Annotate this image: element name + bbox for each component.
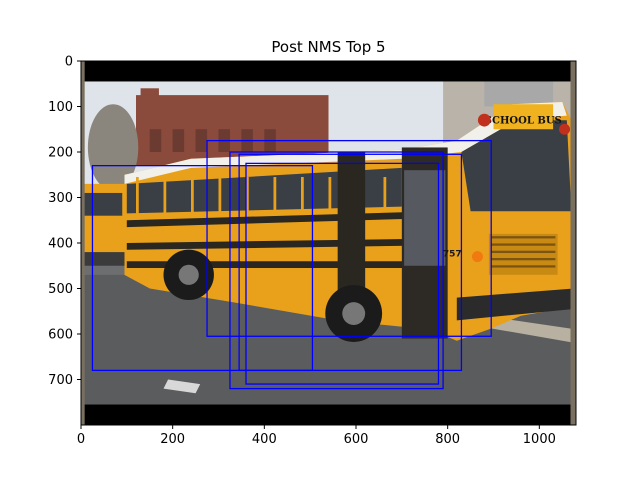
roof-light bbox=[477, 113, 491, 127]
y-tick-label: 500 bbox=[48, 282, 73, 297]
grill-slat bbox=[491, 236, 556, 239]
window-pillar bbox=[301, 177, 304, 214]
x-tick-label: 600 bbox=[344, 432, 369, 447]
letterbox-top bbox=[81, 61, 576, 82]
headlight bbox=[471, 251, 483, 263]
window-pillar bbox=[163, 177, 167, 214]
tree bbox=[87, 104, 139, 191]
wheel-hub bbox=[342, 302, 366, 325]
y-tick-label: 600 bbox=[48, 328, 73, 343]
bus-number-text: 757 bbox=[443, 250, 462, 260]
detection-box-5 bbox=[245, 162, 440, 385]
door-glass bbox=[404, 170, 446, 266]
window-pillar bbox=[218, 177, 222, 214]
front-bumper bbox=[456, 288, 574, 321]
building-window bbox=[149, 129, 162, 152]
right-building-window bbox=[484, 81, 554, 107]
detection-box-1 bbox=[91, 164, 314, 372]
building-window bbox=[195, 129, 208, 152]
roof-light bbox=[559, 123, 571, 135]
window-pillar bbox=[328, 177, 332, 214]
bus-windows bbox=[126, 167, 402, 214]
y-tick-label: 700 bbox=[48, 373, 73, 388]
building-window bbox=[172, 129, 185, 152]
detection-box-4 bbox=[238, 153, 463, 372]
x-tick-label: 400 bbox=[252, 432, 277, 447]
x-tick-label: 800 bbox=[435, 432, 460, 447]
chart-title: Post NMS Top 5 bbox=[271, 38, 385, 56]
window-pillar bbox=[273, 177, 277, 214]
axes: 0 200 400 600 800 1000 0 100 200 300 400 500 600 700 bbox=[48, 55, 577, 447]
detection-boxes bbox=[91, 139, 492, 390]
detection-box-3 bbox=[229, 151, 444, 390]
detection-box-2 bbox=[206, 139, 492, 337]
bus-roof bbox=[124, 102, 567, 184]
road-marking bbox=[163, 379, 201, 394]
front-grill bbox=[488, 233, 558, 275]
window-pillar bbox=[246, 177, 249, 214]
y-tick-label: 300 bbox=[48, 191, 73, 206]
left-bus-window bbox=[81, 192, 123, 216]
chimney bbox=[140, 88, 159, 116]
y-tick-label: 400 bbox=[48, 237, 73, 252]
road-marking bbox=[484, 315, 576, 344]
frame-right bbox=[570, 61, 576, 425]
x-tick-label: 200 bbox=[160, 432, 185, 447]
grill-slat bbox=[491, 265, 556, 268]
school-bus-sign bbox=[493, 104, 554, 130]
x-tick-label: 1000 bbox=[523, 432, 556, 447]
left-bus-bumper bbox=[81, 252, 127, 266]
grill-slat bbox=[491, 243, 556, 246]
frame-left bbox=[81, 61, 85, 425]
y-tick-label: 0 bbox=[65, 55, 73, 70]
window-pillar bbox=[136, 177, 139, 214]
y-tick-label: 100 bbox=[48, 100, 73, 115]
x-tick-label: 0 bbox=[77, 432, 85, 447]
y-tick-label: 200 bbox=[48, 146, 73, 161]
grill-slat bbox=[491, 250, 556, 254]
wheel-hub bbox=[178, 264, 199, 285]
window-pillar bbox=[191, 177, 194, 214]
windshield bbox=[461, 120, 572, 212]
letterbox-bottom bbox=[81, 404, 576, 425]
grill-slat bbox=[491, 258, 556, 261]
chimney bbox=[195, 97, 210, 112]
window-pillar bbox=[383, 177, 387, 214]
school-bus-sign-text: SCHOOL BUS bbox=[485, 115, 562, 126]
